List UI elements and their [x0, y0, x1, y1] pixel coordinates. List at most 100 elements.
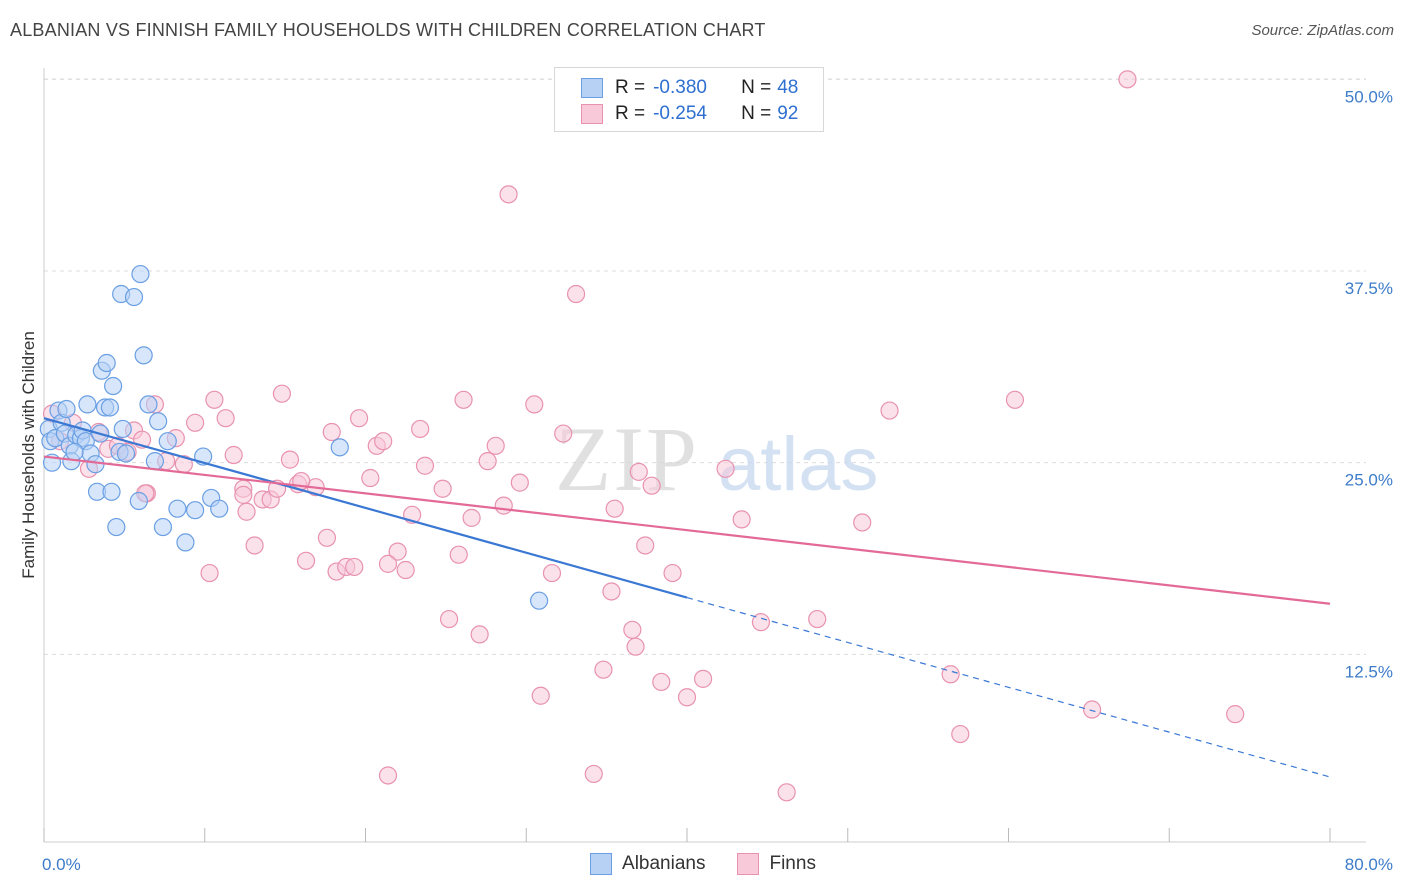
- point-finns: [652, 672, 671, 692]
- point-finns: [777, 783, 796, 802]
- point-albanians: [145, 452, 165, 471]
- point-finns: [1082, 700, 1102, 719]
- point-albanians: [57, 399, 76, 419]
- point-finns: [317, 528, 337, 547]
- watermark-atlas: atlas: [718, 422, 879, 507]
- point-finns: [499, 185, 518, 204]
- points-layer: [39, 70, 1245, 802]
- point-albanians: [149, 412, 168, 431]
- point-albanians: [102, 482, 121, 501]
- point-albanians: [116, 444, 136, 463]
- point-albanians: [134, 346, 153, 365]
- watermark: ZIP atlas: [555, 408, 879, 510]
- point-finns: [732, 510, 751, 529]
- point-finns: [510, 473, 529, 492]
- point-finns: [566, 284, 586, 304]
- point-finns: [478, 452, 497, 471]
- point-albanians: [186, 501, 205, 520]
- point-finns: [605, 499, 624, 518]
- legend-r-label: R =: [615, 77, 646, 98]
- point-albanians: [113, 419, 132, 439]
- legend: R = -0.380 N = 48 R = -0.254 N = 92: [554, 67, 824, 132]
- legend-swatch-finns: [581, 104, 603, 124]
- point-finns: [322, 422, 341, 442]
- legend-n-value-albanians: 48: [777, 77, 799, 98]
- point-finns: [433, 479, 452, 498]
- point-albanians: [65, 442, 84, 462]
- point-finns: [237, 502, 256, 521]
- point-finns: [584, 764, 603, 784]
- watermark-zip: ZIP: [555, 408, 699, 510]
- point-albanians: [100, 398, 120, 417]
- legend-r-value-albanians: -0.380: [653, 77, 707, 98]
- point-finns: [378, 554, 398, 573]
- point-albanians: [210, 499, 229, 518]
- source-label: Source: ZipAtlas.com: [1251, 22, 1394, 39]
- y-axis-label: Family Households with Children: [19, 331, 38, 579]
- trend-layer: [43, 417, 1331, 778]
- point-finns: [272, 384, 292, 403]
- y-tick-label: 25.0%: [1345, 471, 1393, 490]
- point-albanians: [168, 499, 187, 518]
- point-finns: [439, 609, 459, 629]
- point-finns: [454, 390, 473, 409]
- bottom-legend-finns: Finns: [737, 853, 816, 875]
- point-finns: [602, 582, 621, 601]
- point-finns: [663, 563, 682, 583]
- point-albanians: [78, 395, 97, 414]
- point-finns: [542, 563, 562, 583]
- point-finns: [594, 660, 613, 679]
- point-finns: [626, 637, 645, 656]
- point-finns: [1118, 70, 1137, 89]
- point-albanians: [530, 591, 549, 610]
- point-finns: [205, 390, 224, 409]
- point-finns: [853, 513, 872, 532]
- point-finns: [554, 424, 573, 443]
- bottom-legend-swatch-albanians: [590, 853, 613, 875]
- legend-row-finns: R = -0.254 N = 92: [555, 100, 798, 128]
- y-tick-label: 12.5%: [1345, 662, 1393, 681]
- y-tick-label: 50.0%: [1345, 87, 1393, 106]
- y-tick-label: 37.5%: [1345, 279, 1393, 298]
- point-finns: [531, 686, 550, 705]
- grid-layer: [44, 78, 1366, 655]
- point-finns: [296, 551, 316, 570]
- point-albanians: [107, 517, 126, 537]
- point-finns: [1226, 705, 1245, 724]
- point-finns: [693, 669, 713, 688]
- point-finns: [224, 445, 243, 465]
- point-finns: [462, 508, 481, 527]
- point-finns: [751, 613, 771, 632]
- point-finns: [200, 563, 219, 583]
- point-finns: [951, 724, 970, 744]
- point-finns: [880, 401, 899, 420]
- point-finns: [470, 625, 489, 644]
- x-tick-label-max: 80.0%: [1345, 855, 1393, 874]
- point-finns: [396, 560, 415, 580]
- point-finns: [361, 468, 380, 488]
- point-finns: [245, 536, 264, 555]
- point-albanians: [139, 395, 158, 414]
- point-albanians: [97, 353, 116, 373]
- x-tick-label-min: 0.0%: [42, 855, 81, 874]
- chart-title: ALBANIAN VS FINNISH FAMILY HOUSEHOLDS WI…: [10, 20, 766, 40]
- point-finns: [494, 496, 513, 515]
- point-finns: [349, 409, 369, 428]
- point-finns: [378, 766, 398, 785]
- point-finns: [415, 456, 435, 475]
- bottom-legend-label-finns: Finns: [769, 853, 816, 874]
- point-finns: [808, 609, 827, 629]
- point-finns: [716, 459, 735, 478]
- point-albanians: [330, 438, 349, 457]
- legend-n-label: N =: [741, 103, 772, 124]
- legend-r-value-finns: -0.254: [653, 103, 707, 124]
- point-albanians: [153, 517, 173, 537]
- legend-n-value-finns: 92: [777, 103, 799, 124]
- point-finns: [636, 536, 655, 555]
- bottom-legend: Albanians Finns: [0, 851, 1406, 877]
- point-finns: [186, 413, 205, 432]
- point-finns: [216, 409, 235, 428]
- point-finns: [486, 436, 505, 455]
- point-finns: [1005, 390, 1025, 409]
